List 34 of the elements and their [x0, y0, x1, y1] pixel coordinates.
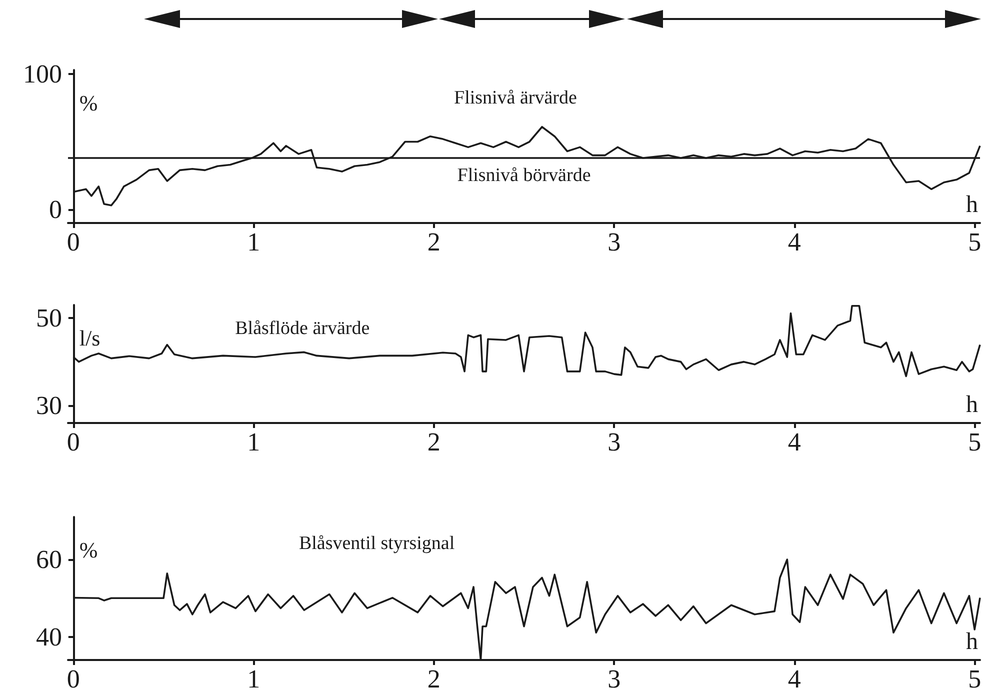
x-tick-label: 3	[608, 428, 621, 456]
series-label: Blåsventil styrsignal	[298, 533, 455, 554]
x-axis-title: h	[966, 629, 978, 655]
x-tick-label: 1	[247, 228, 260, 256]
y-axis-title: %	[79, 538, 98, 562]
x-tick-label: 5	[968, 428, 982, 456]
series-label: Blåsflöde ärvärde	[235, 318, 370, 340]
x-tick-label: 5	[968, 228, 982, 256]
x-tick-label: 2	[427, 428, 440, 456]
x-axis-title: h	[966, 392, 978, 418]
y-axis-title: l/s	[79, 326, 100, 350]
y-tick-label: 0	[49, 194, 62, 224]
y-tick-label: 50	[36, 304, 62, 333]
x-tick-label: 1	[247, 428, 260, 456]
x-tick-label: 2	[427, 228, 440, 256]
y-tick-label: 40	[36, 622, 62, 652]
x-tick-label: 2	[427, 664, 440, 694]
x-tick-label: 4	[788, 664, 801, 694]
y-tick-label: 30	[36, 391, 62, 420]
x-tick-label: 0	[66, 228, 80, 256]
x-axis-title: h	[966, 192, 978, 218]
x-tick-label: 3	[608, 228, 621, 256]
x-tick-label: 5	[968, 664, 982, 694]
x-tick-label: 4	[788, 228, 801, 256]
x-tick-label: 0	[66, 664, 80, 694]
y-tick-label: 100	[23, 60, 62, 89]
series-label: Flisnivå ärvärde	[454, 87, 577, 108]
ref-line-label: Flisnivå börvärde	[457, 165, 591, 186]
y-tick-label: 60	[36, 545, 62, 574]
y-axis-title: %	[79, 90, 98, 116]
x-tick-label: 0	[66, 428, 80, 456]
x-tick-label: 1	[247, 664, 260, 694]
x-tick-label: 4	[788, 428, 801, 456]
x-tick-label: 3	[608, 664, 621, 694]
